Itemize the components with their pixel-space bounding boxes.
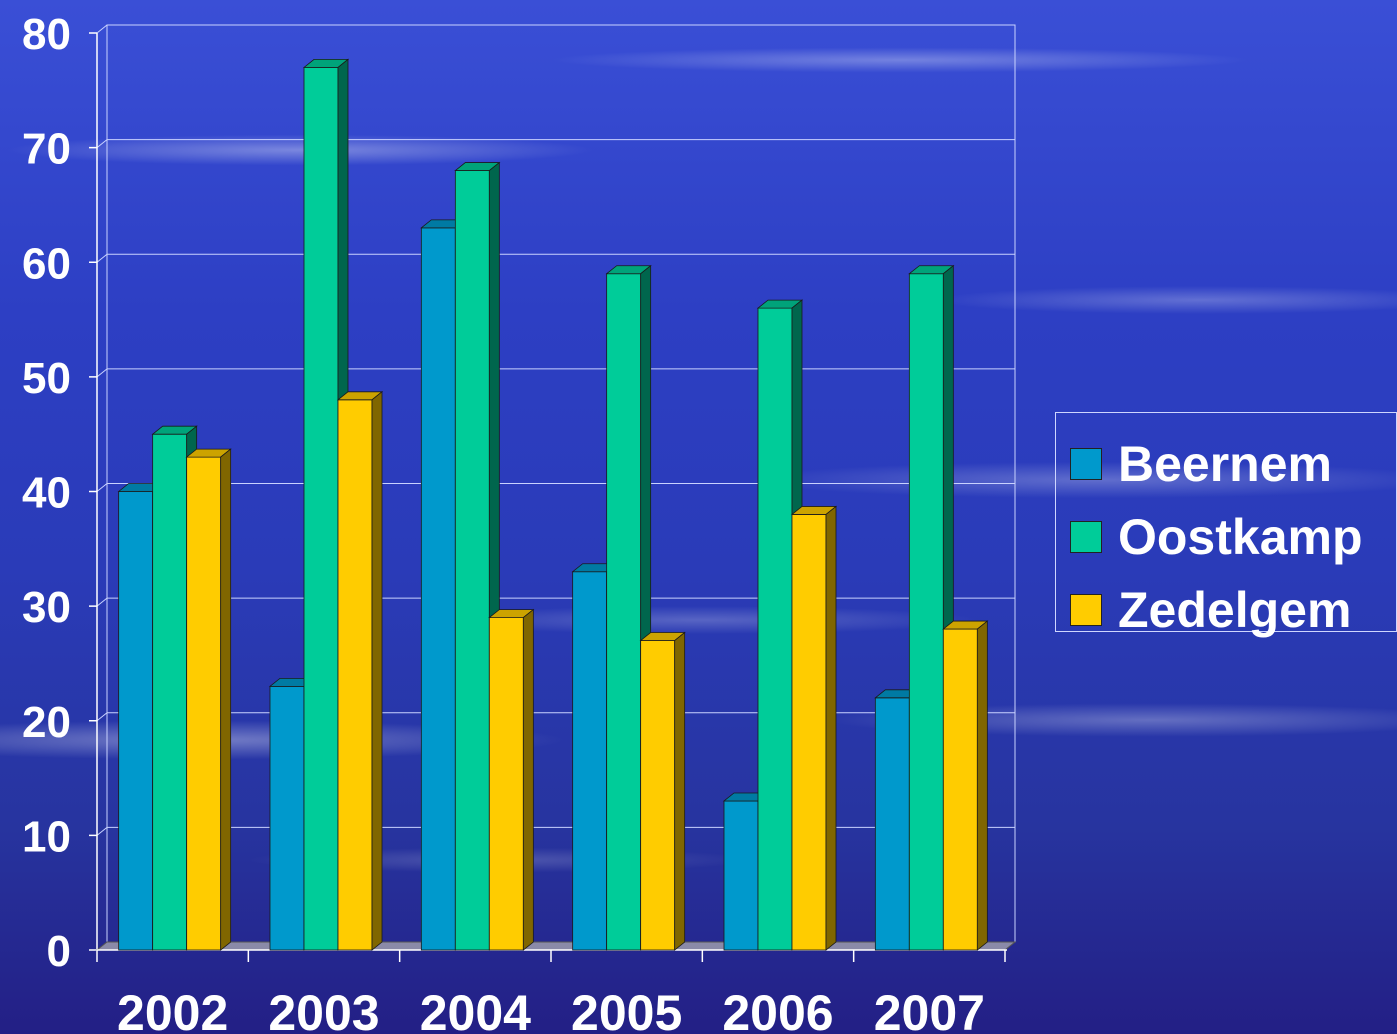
x-tick-label-2003: 2003 — [268, 985, 379, 1034]
bar-side — [976, 620, 988, 951]
bar-front — [269, 685, 305, 951]
legend-item-oostkamp: Oostkamp — [1070, 500, 1396, 573]
bars — [117, 58, 989, 951]
bar-side — [371, 390, 383, 951]
bar-front — [337, 399, 373, 951]
bar-front — [723, 800, 759, 951]
bar-zedelgem-2006 — [790, 505, 838, 951]
y-tick-label: 0 — [47, 927, 71, 976]
bar-front — [303, 66, 339, 951]
legend-label-zedelgem: Zedelgem — [1118, 581, 1352, 638]
legend-item-zedelgem: Zedelgem — [1070, 573, 1396, 646]
legend-label-oostkamp: Oostkamp — [1118, 508, 1363, 565]
bar-zedelgem-2003 — [336, 390, 384, 951]
y-tick-label: 40 — [22, 469, 71, 518]
bar-front — [908, 273, 944, 951]
legend-item-beernem: Beernem — [1070, 427, 1396, 500]
bar-side — [674, 631, 686, 951]
bar-front — [118, 491, 154, 951]
gridline-depth — [96, 139, 108, 149]
bar-side — [825, 505, 837, 951]
bar-front — [791, 514, 827, 951]
x-tick-label-2002: 2002 — [117, 985, 228, 1034]
bar-oostkamp-2006 — [756, 299, 804, 951]
bar-zedelgem-2004 — [488, 608, 535, 951]
x-tick-label-2006: 2006 — [722, 985, 833, 1034]
bar-front — [942, 628, 978, 951]
y-tick-label: 50 — [22, 354, 71, 403]
bar-front — [454, 170, 490, 951]
bar-front — [186, 456, 222, 951]
gridline-depth — [96, 368, 108, 378]
bar-zedelgem-2005 — [639, 631, 686, 951]
x-tick-label-2007: 2007 — [874, 985, 985, 1034]
bar-side — [220, 448, 232, 951]
y-tick-label: 80 — [22, 10, 71, 59]
legend: Beernem Oostkamp Zedelgem — [1055, 412, 1397, 638]
gridlines — [96, 24, 1016, 943]
y-tick-label: 10 — [22, 812, 71, 861]
bar-front — [420, 227, 456, 951]
gridline-depth — [96, 597, 108, 607]
bar-front — [572, 571, 608, 951]
bar-front — [874, 697, 910, 951]
x-tick-labels: 2002 2003 2004 2005 2006 2007 — [117, 985, 985, 1034]
y-tick-label: 60 — [22, 239, 71, 288]
y-tick-label: 30 — [22, 583, 71, 632]
gridline-depth — [96, 24, 108, 34]
bar-zedelgem-2007 — [942, 620, 989, 951]
legend-swatch-zedelgem — [1070, 593, 1102, 626]
bar-front — [757, 307, 793, 951]
x-tick-label-2005: 2005 — [571, 985, 682, 1034]
x-tick-label-2004: 2004 — [420, 985, 531, 1034]
bar-front — [606, 273, 642, 951]
gridline-depth — [96, 712, 108, 722]
bar-side — [522, 608, 534, 951]
bar-zedelgem-2002 — [185, 448, 232, 951]
legend-swatch-beernem — [1070, 447, 1102, 480]
legend-swatch-oostkamp — [1070, 520, 1102, 553]
bar-front — [152, 433, 188, 951]
y-tick-labels: 0 10 20 30 40 50 60 70 80 — [22, 10, 71, 976]
y-tick-label: 70 — [22, 125, 71, 174]
bar-beernem-2007 — [874, 688, 921, 951]
legend-label-beernem: Beernem — [1118, 435, 1332, 492]
gridline-depth — [96, 483, 108, 492]
gridline-depth — [96, 826, 108, 836]
bar-front — [488, 617, 524, 951]
gridline-depth — [96, 253, 108, 263]
bar-front — [640, 640, 676, 951]
y-tick-label: 20 — [22, 698, 71, 747]
